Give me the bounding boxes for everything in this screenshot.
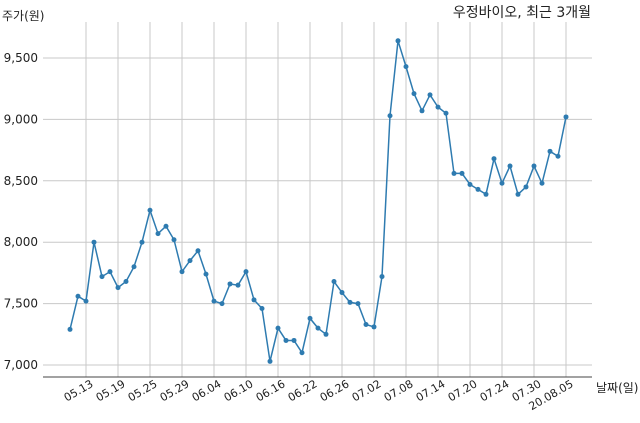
x-tick-label: 06.22 bbox=[286, 377, 320, 404]
data-point bbox=[195, 248, 201, 254]
x-tick-label: 07.08 bbox=[382, 377, 416, 404]
x-tick-label: 06.26 bbox=[318, 377, 352, 404]
data-point bbox=[523, 184, 529, 190]
data-point bbox=[243, 269, 249, 275]
data-point bbox=[91, 239, 97, 245]
data-point bbox=[163, 223, 169, 229]
x-tick-label: 06.04 bbox=[190, 377, 224, 404]
data-point bbox=[211, 298, 217, 304]
x-tick-label: 06.10 bbox=[222, 377, 256, 404]
x-tick-labels: 05.1305.1905.2505.2906.0406.1006.1606.22… bbox=[62, 377, 576, 413]
x-tick-label: 07.20 bbox=[446, 377, 480, 404]
data-point bbox=[483, 191, 489, 197]
series-line bbox=[69, 40, 567, 362]
data-point bbox=[411, 91, 417, 97]
data-point bbox=[547, 148, 553, 154]
data-point bbox=[363, 321, 369, 327]
chart-title: 우정바이오, 최근 3개월 bbox=[453, 5, 591, 21]
y-tick-label: 8,500 bbox=[4, 174, 38, 188]
data-point bbox=[563, 114, 569, 120]
y-tick-labels: 7,000 7,500 8,000 8,500 9,000 9,500 bbox=[4, 51, 38, 372]
data-point bbox=[219, 301, 225, 307]
data-point bbox=[307, 315, 313, 321]
data-point bbox=[131, 264, 137, 270]
data-point bbox=[427, 92, 433, 98]
data-point bbox=[539, 180, 545, 186]
data-point bbox=[275, 325, 281, 331]
x-tick-label: 05.29 bbox=[158, 377, 192, 404]
data-point bbox=[235, 282, 241, 288]
y-tick-label: 9,000 bbox=[4, 112, 38, 126]
data-point bbox=[83, 298, 89, 304]
data-point bbox=[139, 239, 145, 245]
x-tick-label: 05.19 bbox=[94, 377, 128, 404]
data-point bbox=[379, 274, 385, 280]
data-point bbox=[403, 64, 409, 70]
y-tick-label: 9,500 bbox=[4, 51, 38, 65]
data-point bbox=[115, 285, 121, 291]
data-point bbox=[75, 293, 81, 299]
y-tick-label: 7,500 bbox=[4, 297, 38, 311]
data-point bbox=[171, 237, 177, 243]
x-tick-label: 06.16 bbox=[254, 377, 288, 404]
data-point bbox=[259, 306, 265, 312]
data-point bbox=[467, 181, 473, 187]
data-point bbox=[507, 163, 513, 169]
grid bbox=[43, 22, 592, 377]
data-point bbox=[443, 110, 449, 116]
data-point bbox=[67, 326, 73, 332]
series bbox=[67, 38, 569, 364]
data-point bbox=[227, 281, 233, 287]
data-point bbox=[331, 279, 337, 284]
data-point bbox=[267, 358, 273, 364]
x-tick-label: 05.13 bbox=[62, 377, 96, 404]
data-point bbox=[387, 113, 393, 119]
y-tick-label: 7,000 bbox=[4, 358, 38, 372]
data-point bbox=[323, 331, 329, 337]
data-point bbox=[419, 108, 425, 114]
data-point bbox=[531, 163, 537, 169]
data-point bbox=[283, 337, 289, 343]
y-axis-label: 주가(원) bbox=[2, 9, 44, 23]
data-point bbox=[371, 324, 377, 330]
data-point bbox=[147, 207, 153, 213]
data-point bbox=[251, 297, 257, 303]
x-tick-label: 07.24 bbox=[478, 377, 512, 404]
x-axis-label: 날짜(일) bbox=[596, 381, 638, 395]
data-point bbox=[499, 180, 505, 186]
data-point bbox=[435, 104, 441, 110]
data-point bbox=[515, 191, 521, 197]
data-point bbox=[187, 258, 193, 264]
data-point bbox=[491, 156, 497, 162]
x-tick-label: 07.02 bbox=[350, 377, 384, 404]
data-point bbox=[179, 269, 185, 275]
data-point bbox=[339, 290, 345, 296]
data-point bbox=[347, 299, 353, 305]
data-point bbox=[451, 170, 457, 176]
data-point bbox=[299, 350, 305, 356]
data-point bbox=[203, 271, 209, 277]
data-point bbox=[555, 153, 561, 159]
data-point bbox=[99, 274, 105, 280]
data-point bbox=[291, 337, 297, 343]
y-tick-label: 8,000 bbox=[4, 235, 38, 249]
data-point bbox=[155, 231, 161, 237]
data-point bbox=[315, 325, 321, 331]
data-point bbox=[395, 38, 401, 44]
data-point bbox=[459, 170, 465, 176]
data-point bbox=[475, 186, 481, 192]
x-tick-label: 05.25 bbox=[126, 377, 160, 404]
x-tick-label: 07.14 bbox=[414, 377, 448, 404]
data-point bbox=[355, 301, 361, 307]
data-point bbox=[123, 279, 129, 284]
data-point bbox=[107, 269, 113, 275]
